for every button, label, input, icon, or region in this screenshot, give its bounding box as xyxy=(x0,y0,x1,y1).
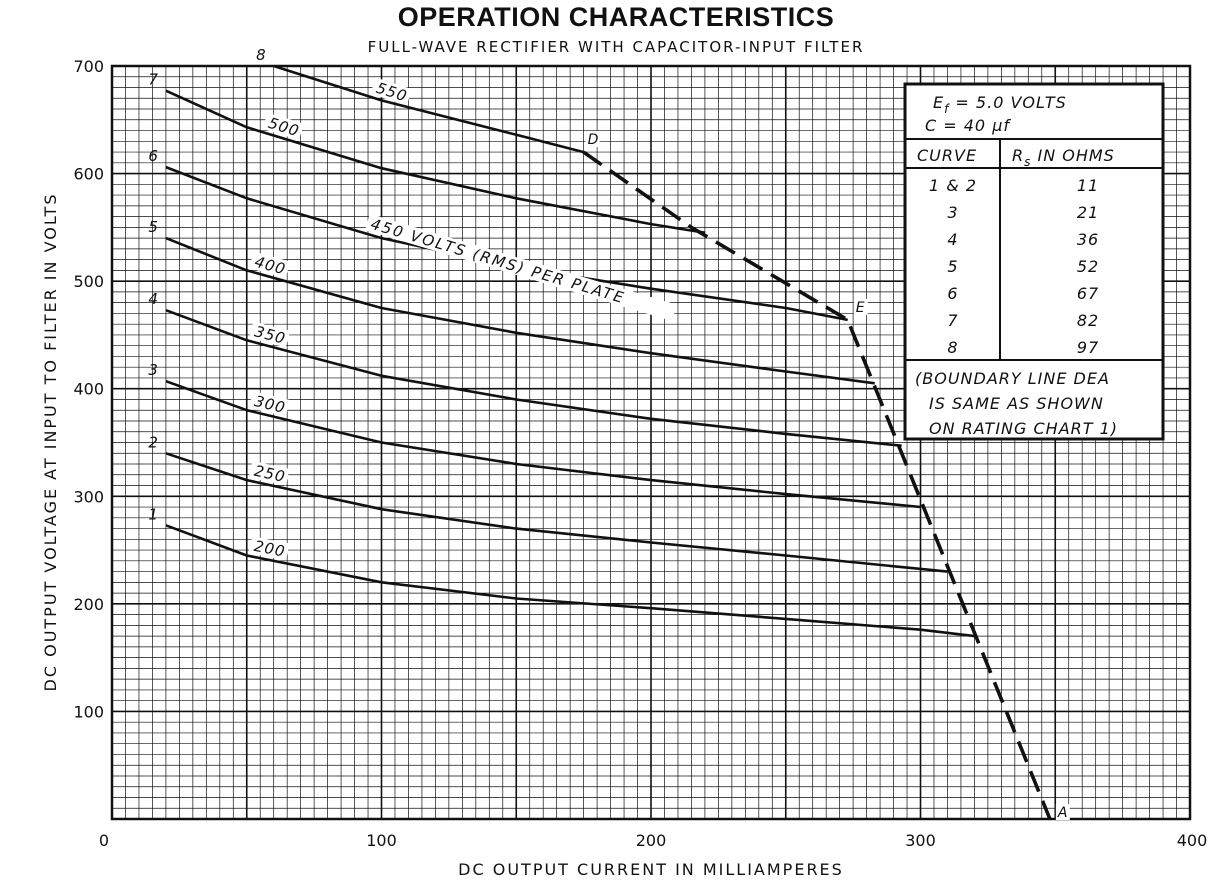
plot-frame xyxy=(110,64,1192,821)
boundary-point-A: A xyxy=(1057,805,1068,821)
legend-row-curve: 1 & 2 xyxy=(929,176,977,195)
y-tick-label: 400 xyxy=(73,380,104,399)
x-axis-label: DC OUTPUT CURRENT IN MILLIAMPERES xyxy=(458,860,844,879)
legend-note-line: IS SAME AS SHOWN xyxy=(929,394,1104,413)
legend-row-ohms: 82 xyxy=(1077,311,1099,330)
curve-1 xyxy=(165,524,975,638)
y-tick-label: 100 xyxy=(73,702,104,721)
x-tick-label: 100 xyxy=(366,831,397,850)
boundary-point-E: E xyxy=(856,300,865,316)
legend-col-curve-header: CURVE xyxy=(917,146,977,165)
curve-label-bg xyxy=(262,112,304,141)
legend-row-curve: 7 xyxy=(947,311,958,330)
boundary-point-D: D xyxy=(588,132,599,148)
legend-row-ohms: 97 xyxy=(1077,338,1099,357)
curve-label-bg xyxy=(249,251,291,279)
curve-number-4: 4 xyxy=(148,290,158,308)
y-tick-label: 700 xyxy=(73,57,104,76)
legend-row-ohms: 21 xyxy=(1077,203,1099,222)
curve-number-6: 6 xyxy=(148,147,158,165)
legend-row-ohms: 52 xyxy=(1077,257,1099,276)
x-tick-label: 0 xyxy=(99,831,109,850)
chart-subtitle: FULL-WAVE RECTIFIER WITH CAPACITOR-INPUT… xyxy=(367,38,865,56)
curve-number-3: 3 xyxy=(148,361,158,379)
x-tick-label: 300 xyxy=(905,831,936,850)
x-tick-label: 200 xyxy=(636,831,667,850)
boundary-label-bg xyxy=(585,131,600,148)
legend-c-line: C = 40 μf xyxy=(925,116,1011,135)
curve-number-1: 1 xyxy=(148,505,158,523)
y-tick-label: 200 xyxy=(73,595,104,614)
legend-row-ohms: 67 xyxy=(1077,284,1099,303)
chart-title: OPERATION CHARACTERISTICS xyxy=(397,2,835,32)
legend-col-rs-header: Rs IN OHMS xyxy=(1012,146,1115,169)
curve-8 xyxy=(273,64,584,154)
legend-row-ohms: 36 xyxy=(1077,230,1099,249)
curve-7 xyxy=(165,89,706,234)
legend-row-curve: 6 xyxy=(947,284,958,303)
legend-note-line: ON RATING CHART 1) xyxy=(929,419,1118,438)
curve-number-5: 5 xyxy=(148,218,158,236)
y-tick-label: 300 xyxy=(73,487,104,506)
boundary-label-bg xyxy=(853,298,868,315)
y-tick-label: 500 xyxy=(73,272,104,291)
curve-number-7: 7 xyxy=(148,71,158,89)
curve-number-8: 8 xyxy=(256,46,266,64)
boundary-line xyxy=(582,150,1052,820)
boundary-label-bg xyxy=(1055,804,1070,820)
legend-row-curve: 3 xyxy=(947,203,958,222)
legend-row-curve: 5 xyxy=(947,257,958,276)
curve-label-bg xyxy=(248,391,290,417)
curve-5 xyxy=(165,236,875,385)
x-tick-label: 400 xyxy=(1177,831,1208,850)
legend-row-curve: 4 xyxy=(947,230,958,249)
curve-label-group-1: 200 xyxy=(248,536,290,561)
curve-3 xyxy=(165,379,921,509)
curve-label-1: 200 xyxy=(252,537,287,561)
curve-4 xyxy=(165,308,902,447)
curve-label-bg xyxy=(365,213,677,321)
legend-frame xyxy=(903,82,1165,441)
legend-ef-line: Ef = 5.0 VOLTS xyxy=(933,93,1067,116)
curve-label-bg xyxy=(248,460,290,486)
curve-label-bg xyxy=(248,536,290,561)
y-axis-label: DC OUTPUT VOLTAGE AT INPUT TO FILTER IN … xyxy=(41,193,60,692)
curve-label-bg xyxy=(248,321,291,348)
legend-row-ohms: 11 xyxy=(1077,176,1099,195)
legend-note-line: (BOUNDARY LINE DEA xyxy=(915,369,1110,388)
curve-label-bg xyxy=(370,77,412,106)
legend-row-curve: 8 xyxy=(947,338,958,357)
y-tick-label: 600 xyxy=(73,165,104,184)
curve-number-2: 2 xyxy=(148,433,158,451)
curve-2 xyxy=(165,452,948,573)
